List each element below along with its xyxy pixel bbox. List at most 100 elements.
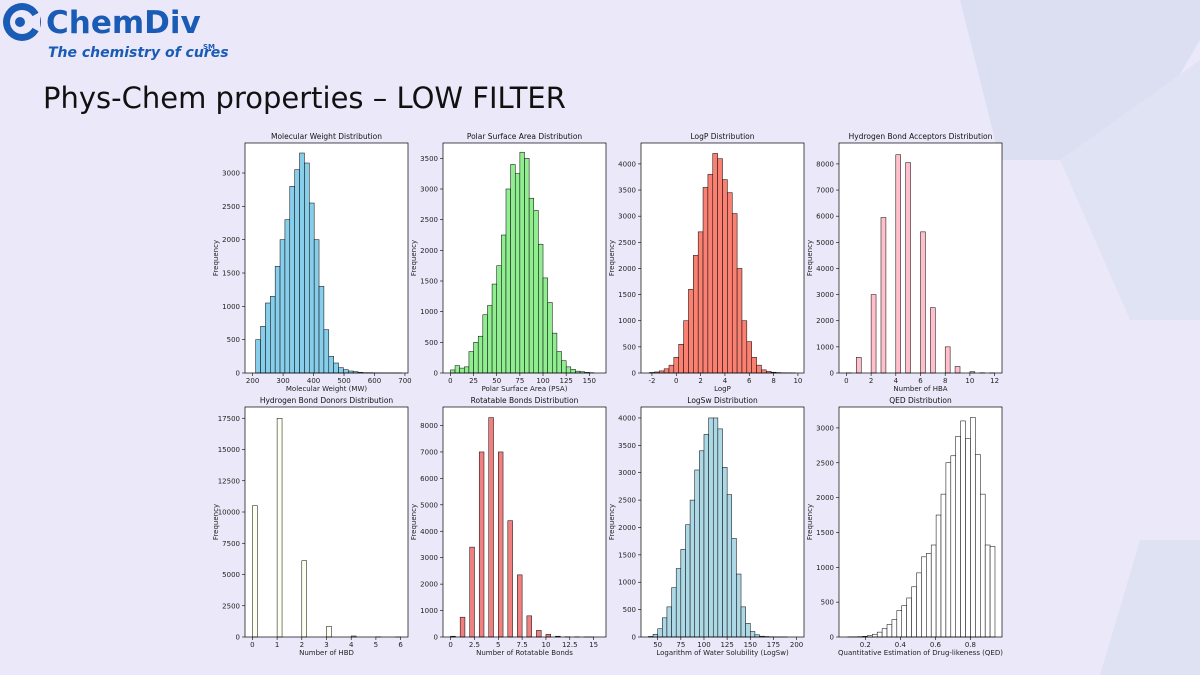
y-tick-label: 0 — [434, 634, 438, 642]
x-tick-label: 2.5 — [469, 641, 480, 649]
y-tick-label: 3000 — [618, 469, 636, 477]
x-axis-label: Number of HBD — [299, 649, 354, 657]
histogram-bar — [975, 454, 981, 638]
histogram-bar — [921, 556, 927, 638]
x-tick-label: 5 — [496, 641, 500, 649]
x-tick-label: 3 — [324, 641, 328, 649]
plot-area — [443, 407, 606, 637]
plot-frame — [244, 142, 409, 374]
histogram-bar — [911, 586, 917, 638]
histogram-bar — [970, 417, 976, 638]
chart-title: Hydrogen Bond Donors Distribution — [260, 396, 394, 405]
y-tick-label: 0 — [632, 634, 636, 642]
y-tick-label: 2000 — [420, 247, 438, 255]
x-axis-label: Polar Surface Area (PSA) — [482, 385, 568, 393]
y-tick-label: 5000 — [420, 501, 438, 509]
histogram-bar — [694, 469, 700, 638]
x-tick-label: 0.6 — [930, 641, 942, 649]
y-tick-label: 3500 — [420, 155, 438, 163]
x-tick-label: 100 — [697, 641, 710, 649]
y-tick-label: 4000 — [816, 265, 834, 273]
x-tick-label: 12 — [990, 377, 999, 385]
x-tick-label: 500 — [337, 377, 350, 385]
chart-title: Rotatable Bonds Distribution — [471, 396, 579, 405]
histogram-bar — [916, 572, 922, 638]
histogram-bar — [526, 615, 532, 638]
histogram-bar — [756, 364, 762, 374]
x-tick-label: 125 — [559, 377, 572, 385]
x-axis-label: Number of Rotatable Bonds — [476, 649, 573, 657]
histogram-bar — [652, 634, 658, 638]
histogram-bar — [712, 417, 719, 638]
histogram-bar — [856, 357, 862, 374]
plot-area — [245, 407, 408, 637]
y-tick-label: 2500 — [222, 602, 240, 610]
histogram-bar — [761, 369, 767, 374]
y-tick-label: 4000 — [420, 528, 438, 536]
histogram-bar — [666, 606, 672, 638]
x-tick-label: 0 — [448, 641, 452, 649]
histogram-bar — [657, 628, 663, 638]
histogram-bar — [680, 549, 686, 638]
x-tick-label: 75 — [515, 377, 524, 385]
x-tick-label: 100 — [536, 377, 549, 385]
histogram-bar — [689, 499, 695, 638]
y-tick-label: 7000 — [420, 448, 438, 456]
plot-frame — [640, 406, 805, 638]
histogram-bar — [510, 164, 516, 374]
histogram-bar — [920, 231, 926, 374]
histogram-bar — [570, 369, 576, 374]
y-tick-label: 3000 — [420, 186, 438, 194]
y-tick-label: 5000 — [222, 571, 240, 579]
y-tick-label: 3500 — [618, 187, 636, 195]
histogram-bar — [870, 294, 877, 374]
x-tick-label: 150 — [583, 377, 596, 385]
chart-title: LogP Distribution — [690, 132, 754, 141]
histogram-bar — [252, 505, 258, 638]
plot-frame — [442, 406, 607, 638]
x-tick-label: 0.4 — [895, 641, 907, 649]
histogram-bar — [318, 286, 325, 374]
histogram-bar — [673, 357, 679, 374]
histogram-bar — [491, 283, 497, 374]
histogram-bar — [473, 342, 479, 374]
y-tick-label: 8000 — [420, 422, 438, 430]
histogram-bar — [662, 617, 668, 638]
histogram-bar — [683, 320, 689, 374]
histogram-bar — [450, 369, 456, 374]
x-tick-label: -2 — [648, 377, 655, 385]
y-tick-label: 0 — [236, 370, 240, 378]
y-tick-label: 1000 — [816, 343, 834, 351]
x-axis-label: LogP — [714, 385, 731, 393]
histogram-bar — [703, 434, 709, 638]
histogram-bar — [301, 560, 307, 638]
y-tick-label: 500 — [821, 599, 834, 607]
x-tick-label: 300 — [276, 377, 289, 385]
decor — [1100, 540, 1200, 675]
histogram-bar — [488, 417, 494, 638]
histogram-bar — [260, 326, 266, 374]
x-tick-label: 175 — [767, 641, 780, 649]
chart-title: Hydrogen Bond Acceptors Distribution — [849, 132, 993, 141]
histogram-bar — [876, 631, 883, 638]
y-tick-label: 2500 — [420, 216, 438, 224]
x-tick-label: 6 — [918, 377, 923, 385]
y-tick-label: 10000 — [218, 509, 240, 517]
x-tick-label: 15 — [589, 641, 598, 649]
histogram-bar — [289, 186, 295, 374]
histogram-bar — [556, 351, 562, 374]
y-tick-label: 2000 — [618, 524, 636, 532]
histogram-bar — [980, 493, 986, 638]
histogram-bar — [693, 255, 699, 374]
y-tick-label: 3000 — [222, 170, 240, 178]
y-tick-label: 1500 — [420, 278, 438, 286]
histogram-bar — [954, 366, 961, 374]
x-tick-label: 10 — [965, 377, 974, 385]
y-axis-label: Frequency — [212, 504, 220, 540]
y-axis-label: Frequency — [806, 240, 814, 276]
y-tick-label: 4000 — [618, 414, 636, 422]
x-tick-label: 0 — [448, 377, 452, 385]
histogram-bar — [960, 420, 966, 638]
histogram-bar — [707, 174, 714, 374]
